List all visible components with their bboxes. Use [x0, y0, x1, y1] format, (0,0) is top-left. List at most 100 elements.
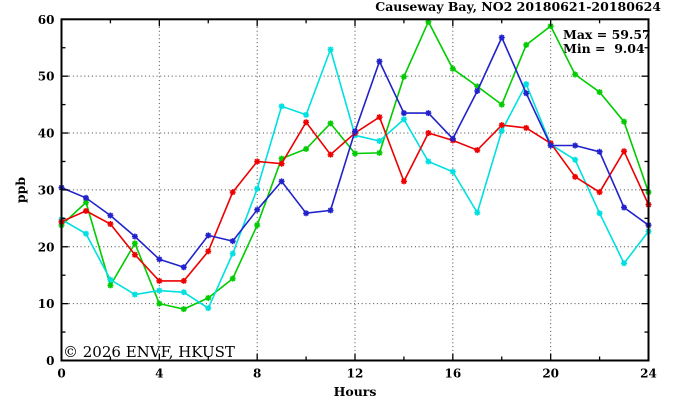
- series-green-marker: [254, 222, 261, 229]
- series-blue-marker: [400, 110, 407, 117]
- series-cyan-marker: [621, 260, 628, 267]
- series-cyan-marker: [131, 291, 138, 298]
- series-green-marker: [327, 120, 334, 127]
- series-blue-marker: [327, 207, 334, 214]
- series-cyan-marker: [449, 168, 456, 175]
- series-green-marker: [278, 155, 285, 162]
- series-red-marker: [425, 130, 432, 137]
- series-blue-marker: [596, 148, 603, 155]
- series-red-marker: [327, 151, 334, 158]
- series-green-marker: [400, 73, 407, 80]
- series-green-line: [60, 19, 650, 310]
- series-cyan-marker: [303, 111, 310, 118]
- series-blue-marker: [180, 264, 187, 271]
- x-tick-label: 8: [253, 367, 261, 381]
- series-red-marker: [498, 122, 505, 129]
- series-green-marker: [572, 71, 579, 78]
- series-cyan-marker: [523, 81, 530, 88]
- series-red-marker: [400, 178, 407, 185]
- series-blue-marker: [474, 87, 481, 94]
- series-cyan-marker: [254, 185, 261, 192]
- series-cyan-marker: [229, 250, 236, 257]
- series-blue-marker: [376, 58, 383, 65]
- series-blue-marker: [205, 232, 212, 239]
- series-blue-marker: [229, 238, 236, 245]
- series-green-marker: [523, 41, 530, 48]
- tick-labels: 0 4 8 12 16 20 24 0 10 20 30 40 50 60: [38, 13, 657, 381]
- series-red-marker: [278, 160, 285, 167]
- series-red-marker: [131, 251, 138, 258]
- series-red-marker: [254, 158, 261, 165]
- series-cyan-marker: [474, 209, 481, 216]
- x-tick-label: 20: [542, 367, 559, 381]
- y-tick-label: 0: [46, 354, 54, 368]
- series-green-marker: [303, 145, 310, 152]
- series-red-marker: [474, 147, 481, 154]
- x-tick-label: 24: [640, 367, 657, 381]
- series-blue-marker: [107, 212, 114, 219]
- series-cyan-marker: [156, 287, 163, 294]
- x-axis-label: Hours: [334, 384, 377, 399]
- series-green-marker: [107, 282, 114, 289]
- y-tick-label: 40: [38, 127, 55, 141]
- series-green-marker: [131, 240, 138, 247]
- series-red-marker: [621, 148, 628, 155]
- series-blue-marker: [278, 178, 285, 185]
- y-tick-label: 30: [38, 183, 55, 197]
- series-blue-marker: [523, 90, 530, 97]
- series-cyan-marker: [425, 158, 432, 165]
- series-green-marker: [82, 199, 89, 206]
- series-red-marker: [107, 221, 114, 228]
- series-red-marker: [376, 114, 383, 121]
- series-green-marker: [229, 275, 236, 282]
- y-tick-label: 20: [38, 240, 55, 254]
- series-cyan-marker: [498, 127, 505, 134]
- series-red-marker: [303, 119, 310, 126]
- series-green-marker: [180, 306, 187, 313]
- y-tick-label: 60: [38, 13, 55, 27]
- series-green-marker: [474, 83, 481, 90]
- series-blue-marker: [82, 194, 89, 201]
- series-green-marker: [621, 118, 628, 125]
- series-blue-marker: [621, 204, 628, 211]
- series-red-marker: [523, 124, 530, 131]
- series-green-marker: [498, 101, 505, 108]
- series-green-marker: [205, 294, 212, 301]
- series-red: [58, 114, 652, 284]
- series-green-marker: [376, 149, 383, 156]
- series-red-marker: [180, 277, 187, 284]
- series-cyan-marker: [572, 156, 579, 163]
- series-green-marker: [352, 150, 358, 157]
- y-tick-label: 10: [38, 297, 55, 311]
- series-cyan-marker: [180, 289, 187, 296]
- series-blue-marker: [156, 256, 163, 263]
- min-annotation: Min = 9.04: [563, 41, 645, 56]
- series-blue-marker: [303, 210, 310, 217]
- series-green-marker: [449, 65, 456, 72]
- series-red-marker: [82, 207, 89, 214]
- y-axis-label: ppb: [13, 177, 28, 203]
- series-blue-marker: [131, 233, 138, 240]
- series-green-marker: [425, 18, 432, 25]
- series-cyan-marker: [107, 276, 114, 283]
- series-red-marker: [572, 173, 579, 180]
- y-tick-label: 50: [38, 70, 55, 84]
- max-annotation: Max = 59.57: [563, 27, 651, 42]
- series-cyan: [58, 46, 652, 312]
- data-series: [58, 18, 652, 313]
- x-tick-label: 4: [155, 367, 163, 381]
- series-cyan-marker: [376, 137, 383, 144]
- x-tick-label: 0: [57, 367, 65, 381]
- series-blue-marker: [547, 142, 554, 149]
- gridlines: [61, 19, 649, 361]
- series-green-marker: [156, 300, 163, 307]
- series-blue-marker: [449, 135, 456, 142]
- watermark: © 2026 ENVF, HKUST: [63, 343, 235, 361]
- series-blue-marker: [352, 128, 358, 135]
- series-red-marker: [596, 189, 603, 196]
- series-red-marker: [156, 277, 163, 284]
- series-green-marker: [596, 89, 603, 96]
- series-cyan-marker: [327, 46, 334, 53]
